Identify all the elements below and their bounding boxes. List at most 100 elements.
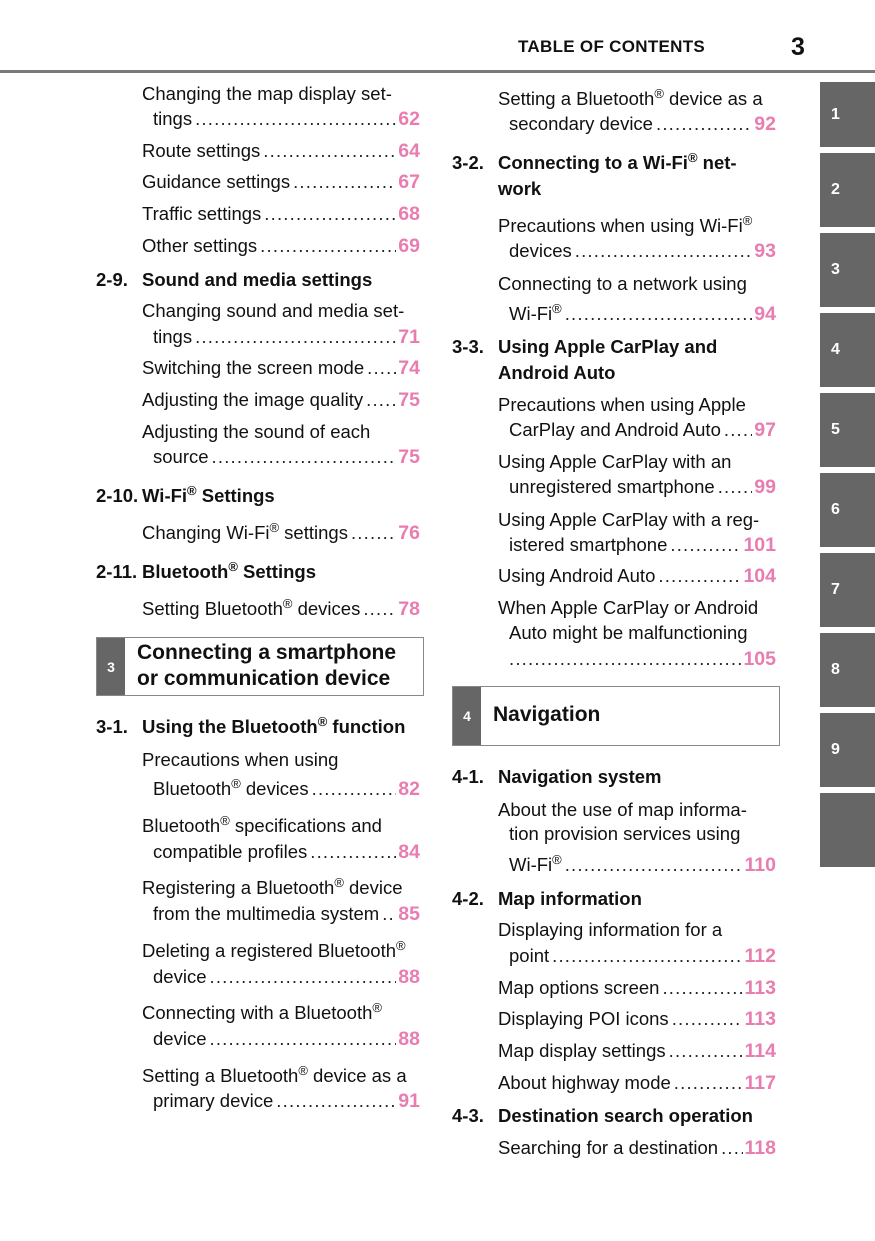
entry-text: Route settings	[142, 140, 261, 161]
page-link[interactable]: 71	[398, 326, 420, 348]
page-link[interactable]: 101	[743, 534, 776, 556]
entry-text: Auto might be malfunctioning	[509, 622, 748, 643]
chapter-tab-label: 1	[831, 105, 840, 123]
heading-number: 3-2.	[452, 152, 484, 173]
chapter-tab-6[interactable]: 6	[820, 473, 875, 547]
entry-text: compatible profiles	[153, 841, 308, 862]
dot-leader: ........................................…	[263, 140, 397, 161]
entry-text: Deleting a registered Bluetooth®	[142, 937, 406, 961]
page-link[interactable]: 75	[398, 389, 420, 411]
page-link[interactable]: 68	[398, 203, 420, 225]
entry-text: tings	[153, 326, 193, 347]
page-link[interactable]: 74	[398, 357, 420, 379]
entry-text: Bluetooth® devices	[153, 775, 309, 799]
chapter-tab-label: 9	[831, 741, 840, 758]
section-header-4[interactable]: 4 Navigation	[452, 686, 780, 746]
heading-number: 4-1.	[452, 766, 484, 787]
heading-text: Connecting to a Wi-Fi® net-	[498, 149, 737, 173]
chapter-tab-7[interactable]: 7	[820, 553, 875, 627]
page-link[interactable]: 99	[754, 476, 776, 498]
page-link[interactable]: 82	[398, 778, 420, 800]
entry-text: Guidance settings	[142, 171, 291, 192]
dot-leader: ........................................…	[655, 113, 752, 134]
entry-text: tion provision services using	[509, 823, 741, 844]
page-link[interactable]: 64	[398, 140, 420, 162]
page-link[interactable]: 117	[744, 1072, 776, 1094]
chapter-tab-9[interactable]: 9	[820, 713, 875, 787]
entry-text: primary device	[153, 1090, 274, 1111]
page-link[interactable]: 67	[398, 171, 420, 193]
entry-text: When Apple CarPlay or Android	[498, 597, 759, 618]
dot-leader: ........................................…	[717, 476, 753, 497]
dot-leader: ........................................…	[382, 903, 396, 924]
dot-leader: ........................................…	[552, 945, 743, 966]
page-link[interactable]: 113	[744, 977, 776, 999]
dot-leader: ........................................…	[509, 648, 742, 669]
page-link[interactable]: 91	[398, 1090, 420, 1112]
heading-text: Using Apple CarPlay and	[498, 336, 718, 357]
page-link[interactable]: 113	[744, 1008, 776, 1030]
heading-number: 3-3.	[452, 336, 484, 357]
entry-text: device	[153, 966, 207, 987]
page-link[interactable]: 75	[398, 446, 420, 468]
entry-text: Setting Bluetooth® devices	[142, 595, 361, 619]
chapter-tab-1[interactable]: 1	[820, 82, 875, 147]
entry-text: Precautions when using Wi-Fi®	[498, 212, 753, 236]
entry-text: About the use of map informa-	[498, 799, 747, 820]
dot-leader: ........................................…	[564, 303, 753, 324]
section-title: Connecting a smartphone	[137, 640, 397, 664]
section-header-3[interactable]: 3 Connecting a smartphone or communication…	[96, 637, 424, 696]
page-link[interactable]: 62	[398, 108, 420, 130]
dot-leader: ........................................…	[662, 977, 742, 998]
heading-number: 4-3.	[452, 1105, 484, 1126]
section-title: Navigation	[493, 703, 601, 726]
chapter-tab-5[interactable]: 5	[820, 393, 875, 467]
chapter-tab-3[interactable]: 3	[820, 233, 875, 307]
chapter-tab-blank[interactable]	[820, 793, 875, 867]
page-link[interactable]: 92	[754, 113, 776, 135]
page-link[interactable]: 93	[754, 240, 776, 262]
entry-text: Setting a Bluetooth® device as a	[498, 85, 763, 109]
page-link[interactable]: 88	[398, 966, 420, 988]
heading-text: Destination search operation	[498, 1105, 753, 1126]
page-link[interactable]: 88	[398, 1028, 420, 1050]
page-link[interactable]: 97	[754, 419, 776, 441]
page-link[interactable]: 69	[398, 235, 420, 257]
page-link[interactable]: 104	[743, 565, 776, 587]
chapter-tab-label: 6	[831, 501, 840, 518]
page-link[interactable]: 110	[744, 854, 776, 876]
entry-text: from the multimedia system	[153, 903, 380, 924]
dot-leader: ........................................…	[211, 446, 397, 467]
chapter-tab-2[interactable]: 2	[820, 153, 875, 227]
page-link[interactable]: 105	[743, 648, 776, 670]
page-link[interactable]: 78	[398, 598, 420, 620]
dot-leader: ........................................…	[367, 357, 396, 378]
entry-text: point	[509, 945, 550, 966]
page-link[interactable]: 76	[398, 522, 420, 544]
dot-leader: ........................................…	[670, 534, 742, 555]
heading-text: Navigation system	[498, 766, 662, 787]
page-link[interactable]: 94	[754, 303, 776, 325]
page-link[interactable]: 112	[744, 945, 776, 967]
entry-text: Map options screen	[498, 977, 660, 998]
page-link[interactable]: 85	[398, 903, 420, 925]
section-title: or communication device	[137, 666, 391, 690]
entry-text: Adjusting the image quality	[142, 389, 364, 410]
dot-leader: ........................................…	[723, 419, 752, 440]
heading-number: 2-10.	[96, 485, 139, 506]
page-link[interactable]: 118	[744, 1137, 776, 1159]
dot-leader: ........................................…	[574, 240, 753, 261]
heading-text: Android Auto	[498, 362, 616, 383]
entry-text: Precautions when using	[142, 749, 339, 770]
heading-text: Map information	[498, 888, 642, 909]
chapter-tab-label: 3	[831, 261, 840, 278]
page-link[interactable]: 114	[744, 1040, 776, 1062]
entry-text: Using Apple CarPlay with a reg-	[498, 509, 760, 530]
heading-text: Bluetooth® Settings	[142, 558, 316, 582]
page-link[interactable]: 84	[398, 841, 420, 863]
entry-text: About highway mode	[498, 1072, 671, 1093]
entry-text: Precautions when using Apple	[498, 394, 746, 415]
chapter-tab-8[interactable]: 8	[820, 633, 875, 707]
entry-text: Connecting to a network using	[498, 273, 747, 294]
chapter-tab-4[interactable]: 4	[820, 313, 875, 387]
